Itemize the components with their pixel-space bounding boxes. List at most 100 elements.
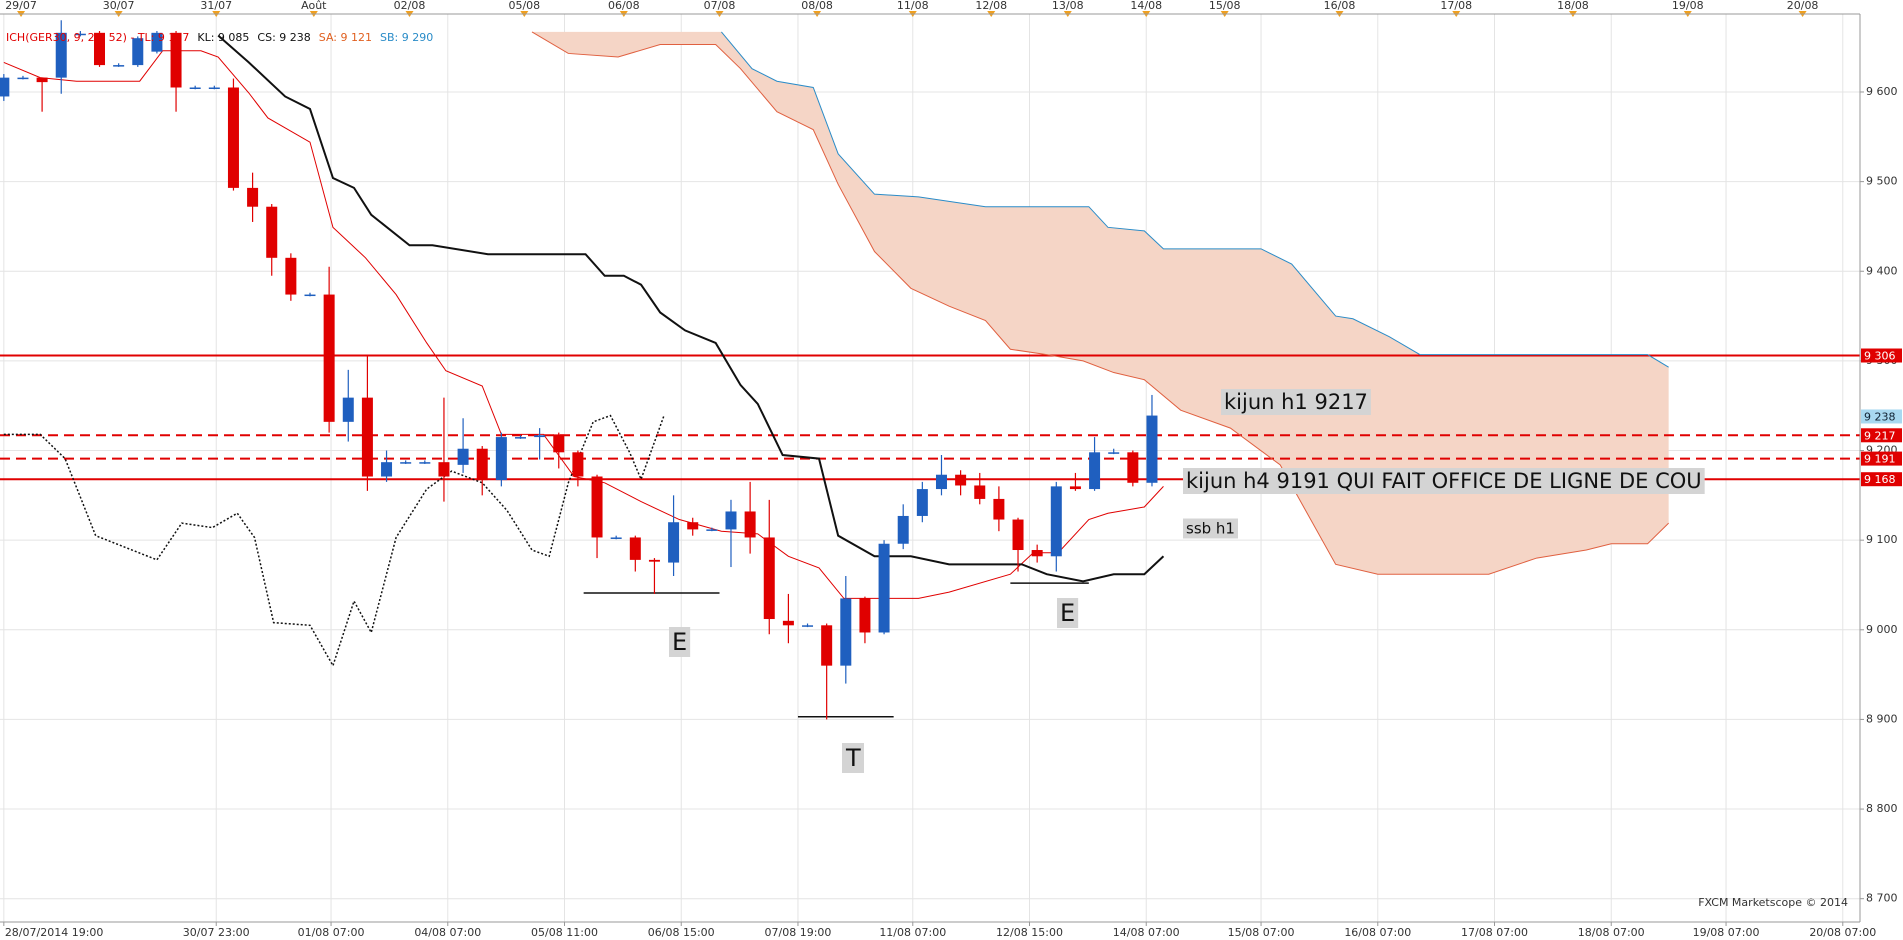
x-top-label: 20/08: [1787, 0, 1819, 12]
y-tick-label: 9 100: [1866, 533, 1898, 546]
x-top-label: 05/08: [508, 0, 540, 12]
annotation-box: [1183, 468, 1705, 494]
candle-body: [476, 448, 488, 481]
indicator-line: [531, 31, 1669, 575]
price-tag-label: 9 191: [1864, 453, 1896, 466]
candle-body: [1069, 486, 1081, 490]
candle-body: [668, 522, 680, 563]
candle-body: [342, 397, 354, 422]
y-tick-label: 8 700: [1866, 892, 1898, 905]
header-item: SB: 9 290: [380, 31, 433, 44]
price-tag: [1861, 451, 1902, 466]
candle-body: [361, 397, 373, 477]
price-tag-label: 9 168: [1864, 473, 1896, 486]
y-tick-label: 9 400: [1866, 264, 1898, 277]
candle-body: [974, 485, 986, 499]
candle-body: [55, 32, 67, 78]
candle-body: [840, 598, 852, 666]
candle-body: [821, 625, 833, 666]
x-tick-label: 07/08 19:00: [765, 926, 832, 939]
annotation: E: [1060, 599, 1075, 627]
candle-body: [648, 559, 660, 562]
candle-body: [534, 435, 546, 438]
x-top-label: Août: [301, 0, 327, 12]
candle-body: [687, 522, 699, 530]
candle-body: [993, 498, 1005, 520]
x-top-label: 17/08: [1440, 0, 1472, 12]
candle-body: [189, 87, 201, 90]
candle-body: [1089, 452, 1101, 490]
y-tick-label: 9 500: [1866, 175, 1898, 188]
candle-body: [572, 452, 584, 477]
x-tick-label: 06/08 15:00: [648, 926, 715, 939]
x-top-label: 29/07: [5, 0, 37, 12]
x-top-label: 12/08: [975, 0, 1007, 12]
candle-body: [935, 474, 947, 490]
y-tick-label: 9 600: [1866, 85, 1898, 98]
x-top-label: 13/08: [1052, 0, 1084, 12]
indicator-line: [217, 34, 1165, 583]
x-tick-label: 17/08 07:00: [1461, 926, 1528, 939]
candle-body: [323, 294, 335, 422]
x-top-label: 30/07: [103, 0, 135, 12]
candle-body: [132, 38, 144, 66]
candle-body: [514, 437, 526, 439]
candle-body: [266, 206, 278, 258]
candle-body: [36, 77, 48, 83]
x-tick-label: 30/07 23:00: [183, 926, 250, 939]
annotation-box: [669, 627, 691, 657]
y-tick-label: 9 000: [1866, 623, 1898, 636]
ichimoku-cloud: [531, 31, 1669, 575]
x-tick-label: 16/08 07:00: [1344, 926, 1411, 939]
indicator-line: [721, 31, 1669, 368]
candle-body: [725, 511, 737, 530]
header-item: SA: 9 121: [319, 31, 372, 44]
candle-body: [610, 537, 622, 539]
candle-body: [782, 620, 794, 626]
annotation-box: [1057, 598, 1079, 628]
candle-body: [285, 257, 297, 295]
annotation: ssb h1: [1186, 520, 1235, 538]
x-top-label: 11/08: [897, 0, 929, 12]
candle-body: [419, 462, 431, 464]
candle-body: [151, 32, 163, 52]
candle-body: [170, 32, 182, 88]
annotation: E: [672, 628, 687, 656]
candle-body: [1108, 452, 1120, 454]
candle-body: [1050, 486, 1062, 557]
annotation-box: [842, 743, 864, 773]
candle-body: [916, 489, 928, 516]
price-tag-label: 9 217: [1864, 429, 1896, 442]
candle-body: [94, 32, 106, 66]
candle-body: [955, 474, 967, 486]
candle-body: [706, 529, 718, 531]
x-top-label: 08/08: [801, 0, 833, 12]
candle-body: [1012, 519, 1024, 551]
candle-body: [227, 87, 239, 188]
x-tick-label: 28/07/2014 19:00: [5, 926, 104, 939]
x-tick-label: 05/08 11:00: [531, 926, 598, 939]
candle-body: [763, 537, 775, 620]
annotation-box: [1221, 389, 1371, 415]
price-tag-label: 9 306: [1864, 350, 1896, 363]
overlay: kijun h1 9217 kijun h4 9191 QUI FAIT OFFI…: [669, 348, 1902, 773]
x-top-label: 07/08: [704, 0, 736, 12]
price-tag: [1861, 348, 1902, 363]
candle-body: [208, 87, 220, 90]
x-tick-label: 04/08 07:00: [414, 926, 481, 939]
x-tick-label: 11/08 07:00: [879, 926, 946, 939]
y-tick-label: 8 900: [1866, 712, 1898, 725]
y-tick-label: 8 800: [1866, 802, 1898, 815]
price-tag: [1861, 472, 1902, 487]
x-top-label: 15/08: [1209, 0, 1241, 12]
credit: FXCM Marketscope © 2014: [1698, 896, 1848, 909]
x-top-label: 19/08: [1672, 0, 1704, 12]
candle-body: [400, 462, 412, 464]
candle-body: [591, 476, 603, 538]
x-tick-label: 19/08 07:00: [1693, 926, 1760, 939]
candle-body: [744, 511, 756, 538]
candle-body: [553, 434, 565, 453]
price-tag: [1861, 409, 1902, 424]
x-tick-label: 14/08 07:00: [1113, 926, 1180, 939]
